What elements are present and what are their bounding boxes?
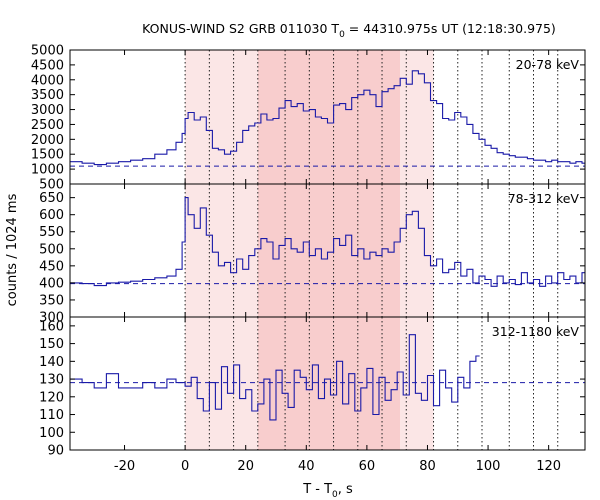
y-tick-label: 450 [39, 259, 64, 274]
shaded-interval [400, 317, 434, 450]
x-tick-label: 0 [181, 459, 189, 474]
y-tick-label: 650 [39, 191, 64, 206]
y-tick-label: 150 [39, 337, 64, 352]
y-tick-label: 160 [39, 319, 64, 334]
count-rate-curve [70, 334, 480, 421]
energy-band-label: 20-78 keV [516, 57, 580, 72]
shaded-interval [185, 50, 258, 184]
y-tick-label: 130 [39, 373, 64, 388]
y-tick-label: 140 [39, 355, 64, 370]
y-tick-label: 350 [39, 293, 64, 308]
y-tick-label: 600 [39, 208, 64, 223]
shaded-interval [400, 184, 434, 317]
shaded-interval [185, 184, 258, 317]
shaded-interval [257, 50, 401, 184]
y-tick-label: 4500 [31, 58, 64, 73]
y-tick-label: 90 [47, 444, 64, 459]
y-tick-label: 4000 [31, 73, 64, 88]
y-tick-label: 300 [39, 311, 64, 326]
y-tick-label: 1500 [31, 148, 64, 163]
x-tick-label: 60 [359, 459, 376, 474]
shaded-interval [257, 184, 401, 317]
energy-band-label: 78-312 keV [508, 191, 580, 206]
y-tick-label: 500 [39, 178, 64, 193]
x-tick-label: -20 [114, 459, 135, 474]
count-rate-curve [70, 197, 585, 287]
shaded-interval [400, 50, 434, 184]
energy-band-label: 312-1180 keV [492, 324, 580, 339]
y-axis-label: counts / 1024 ms [5, 193, 20, 306]
y-tick-label: 1000 [31, 163, 64, 178]
y-tick-label: 5000 [31, 44, 64, 59]
panels-layer: 1000150020002500300035004000450050005002… [31, 44, 586, 474]
y-tick-label: 110 [39, 408, 64, 423]
y-tick-label: 100 [39, 426, 64, 441]
x-tick-label: 20 [237, 459, 254, 474]
y-tick-label: 2000 [31, 133, 64, 148]
panel-3: 90 100 110 120 130 140 150 160 312-1180 keV [39, 316, 586, 459]
y-tick-label: 3000 [31, 103, 64, 118]
panel-frame [69, 316, 586, 451]
x-tick-label: 40 [298, 459, 315, 474]
x-tick-label: 80 [419, 459, 436, 474]
x-tick-label: 100 [476, 459, 501, 474]
count-rate-curve [70, 70, 585, 166]
x-axis-label: T - T0, s [302, 482, 353, 500]
y-tick-label: 550 [39, 225, 64, 240]
y-tick-label: 400 [39, 276, 64, 291]
y-tick-label: 2500 [31, 118, 64, 133]
y-tick-label: 3500 [31, 88, 64, 103]
y-tick-label: 500 [39, 242, 64, 257]
y-tick-label: 120 [39, 390, 64, 405]
chart-title: KONUS-WIND S2 GRB 011030 T0 = 44310.975s… [142, 21, 556, 40]
panel-2: 300 350 400 450 500 550 600 650 78-312 keV [39, 183, 586, 326]
x-tick-label: 120 [536, 459, 561, 474]
